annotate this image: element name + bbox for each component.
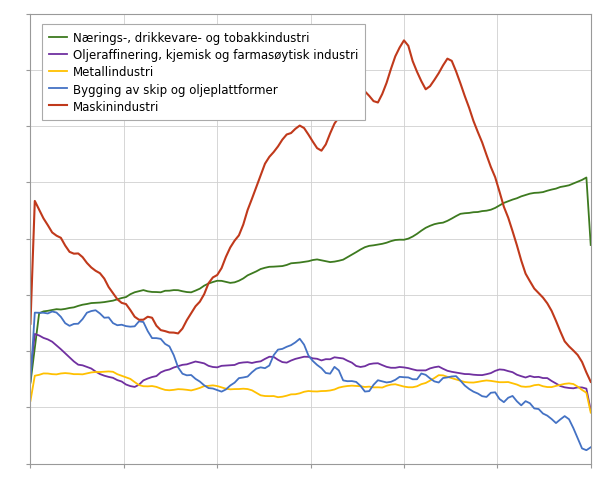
Nærings-, drikkevare- og tobakkindustri: [587, 243, 594, 248]
Metallindustri: [27, 398, 34, 404]
Maskinindustri: [470, 119, 477, 124]
Maskinindustri: [587, 379, 594, 385]
Metallindustri: [270, 393, 277, 399]
Metallindustri: [400, 384, 407, 390]
Line: Nærings-, drikkevare- og tobakkindustri: Nærings-, drikkevare- og tobakkindustri: [30, 178, 591, 383]
Bygging av skip og oljeplattformer: [444, 375, 451, 381]
Maskinindustri: [27, 321, 34, 327]
Nærings-, drikkevare- og tobakkindustri: [583, 175, 590, 181]
Metallindustri: [587, 410, 594, 416]
Nærings-, drikkevare- og tobakkindustri: [266, 264, 273, 270]
Nærings-, drikkevare- og tobakkindustri: [440, 220, 447, 226]
Metallindustri: [444, 374, 451, 380]
Metallindustri: [322, 388, 329, 394]
Line: Metallindustri: Metallindustri: [30, 372, 591, 413]
Metallindustri: [183, 387, 191, 393]
Nærings-, drikkevare- og tobakkindustri: [27, 380, 34, 386]
Maskinindustri: [318, 148, 325, 154]
Oljeraffinering, kjemisk og farmasøytisk industri: [470, 372, 477, 378]
Oljeraffinering, kjemisk og farmasøytisk industri: [587, 407, 594, 413]
Line: Bygging av skip og oljeplattformer: Bygging av skip og oljeplattformer: [30, 311, 591, 450]
Bygging av skip og oljeplattformer: [587, 445, 594, 450]
Metallindustri: [105, 369, 112, 375]
Oljeraffinering, kjemisk og farmasøytisk industri: [27, 369, 34, 375]
Bygging av skip og oljeplattformer: [400, 374, 407, 380]
Oljeraffinering, kjemisk og farmasøytisk industri: [444, 368, 451, 374]
Nærings-, drikkevare- og tobakkindustri: [179, 289, 186, 295]
Legend: Nærings-, drikkevare- og tobakkindustri, Oljeraffinering, kjemisk og farmasøytis: Nærings-, drikkevare- og tobakkindustri,…: [42, 25, 365, 121]
Bygging av skip og oljeplattformer: [92, 308, 99, 314]
Nærings-, drikkevare- og tobakkindustri: [396, 237, 403, 243]
Line: Oljeraffinering, kjemisk og farmasøytisk industri: Oljeraffinering, kjemisk og farmasøytisk…: [30, 334, 591, 410]
Maskinindustri: [266, 155, 273, 161]
Metallindustri: [470, 380, 477, 386]
Bygging av skip og oljeplattformer: [270, 352, 277, 358]
Oljeraffinering, kjemisk og farmasøytisk industri: [270, 354, 277, 360]
Line: Maskinindustri: Maskinindustri: [30, 41, 591, 382]
Oljeraffinering, kjemisk og farmasøytisk industri: [400, 365, 407, 370]
Bygging av skip og oljeplattformer: [470, 389, 477, 395]
Oljeraffinering, kjemisk og farmasøytisk industri: [183, 362, 191, 367]
Bygging av skip og oljeplattformer: [27, 379, 34, 385]
Bygging av skip og oljeplattformer: [322, 370, 329, 376]
Nærings-, drikkevare- og tobakkindustri: [465, 210, 473, 216]
Oljeraffinering, kjemisk og farmasøytisk industri: [322, 357, 329, 363]
Maskinindustri: [444, 57, 451, 62]
Oljeraffinering, kjemisk og farmasøytisk industri: [31, 331, 38, 337]
Bygging av skip og oljeplattformer: [583, 447, 590, 453]
Maskinindustri: [400, 39, 407, 44]
Maskinindustri: [396, 45, 403, 51]
Bygging av skip og oljeplattformer: [183, 373, 191, 379]
Nærings-, drikkevare- og tobakkindustri: [318, 258, 325, 264]
Maskinindustri: [179, 326, 186, 332]
